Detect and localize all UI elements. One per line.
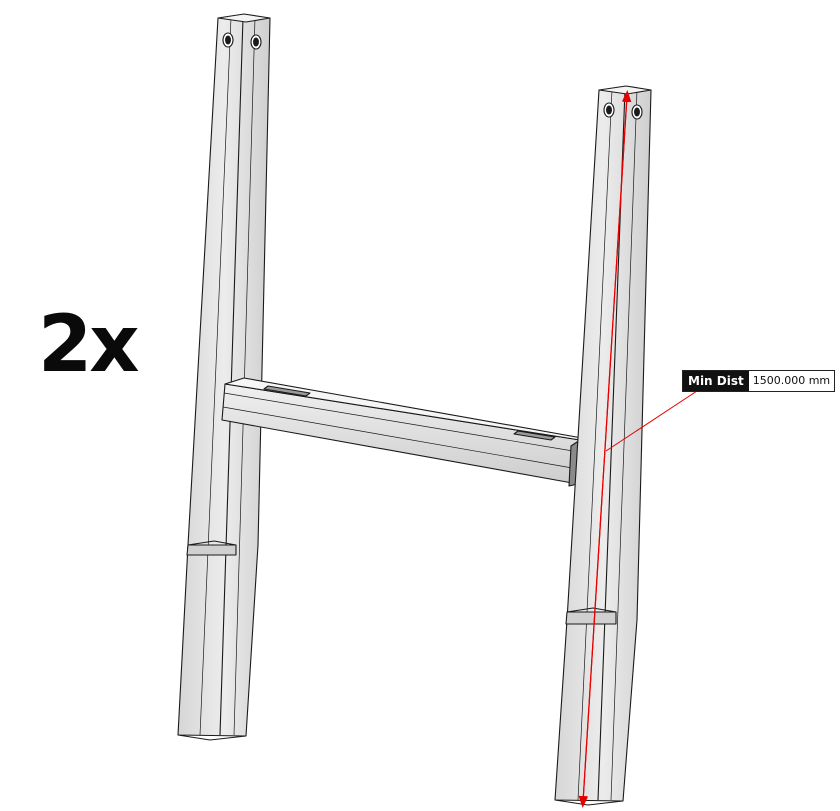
left-post: [177, 13, 271, 741]
right-post-sleeve-edge: [566, 607, 617, 613]
measure-callout: Min Dist 1500.000 mm: [682, 370, 836, 392]
measure-leader-line: [605, 388, 701, 452]
cross-beam: [221, 377, 583, 487]
measure-label: Min Dist: [683, 371, 749, 391]
left-post-sleeve-edge: [187, 540, 237, 546]
measure-dimension-line-reverse: [582, 90, 632, 803]
right-post-edge: [577, 89, 613, 801]
right-post-hole-inner: [634, 107, 640, 117]
right-post: [554, 85, 652, 806]
measure-value: 1500.000 mm: [752, 374, 831, 387]
quantity-label: 2x: [38, 300, 140, 390]
left-post-bottom: [177, 734, 247, 741]
left-post-edge: [233, 17, 256, 736]
right-post-sleeve: [565, 611, 617, 625]
left-post-hole-inner: [225, 35, 231, 45]
left-post-body: [177, 17, 271, 737]
cross-beam-edge: [222, 406, 579, 470]
measurement: [578, 90, 701, 808]
right-post-edge: [610, 89, 638, 801]
left-post-top: [217, 13, 271, 23]
left-post-edge: [219, 17, 244, 736]
left-post-edge: [199, 17, 232, 736]
cross-beam-slot: [263, 385, 311, 397]
cross-beam-slot: [513, 430, 556, 441]
cross-beam-edge: [223, 392, 580, 453]
right-post-top: [598, 85, 652, 95]
left-post-hole-inner: [253, 37, 259, 47]
left-post-sleeve: [186, 544, 237, 556]
right-post-hole-inner: [606, 105, 612, 115]
